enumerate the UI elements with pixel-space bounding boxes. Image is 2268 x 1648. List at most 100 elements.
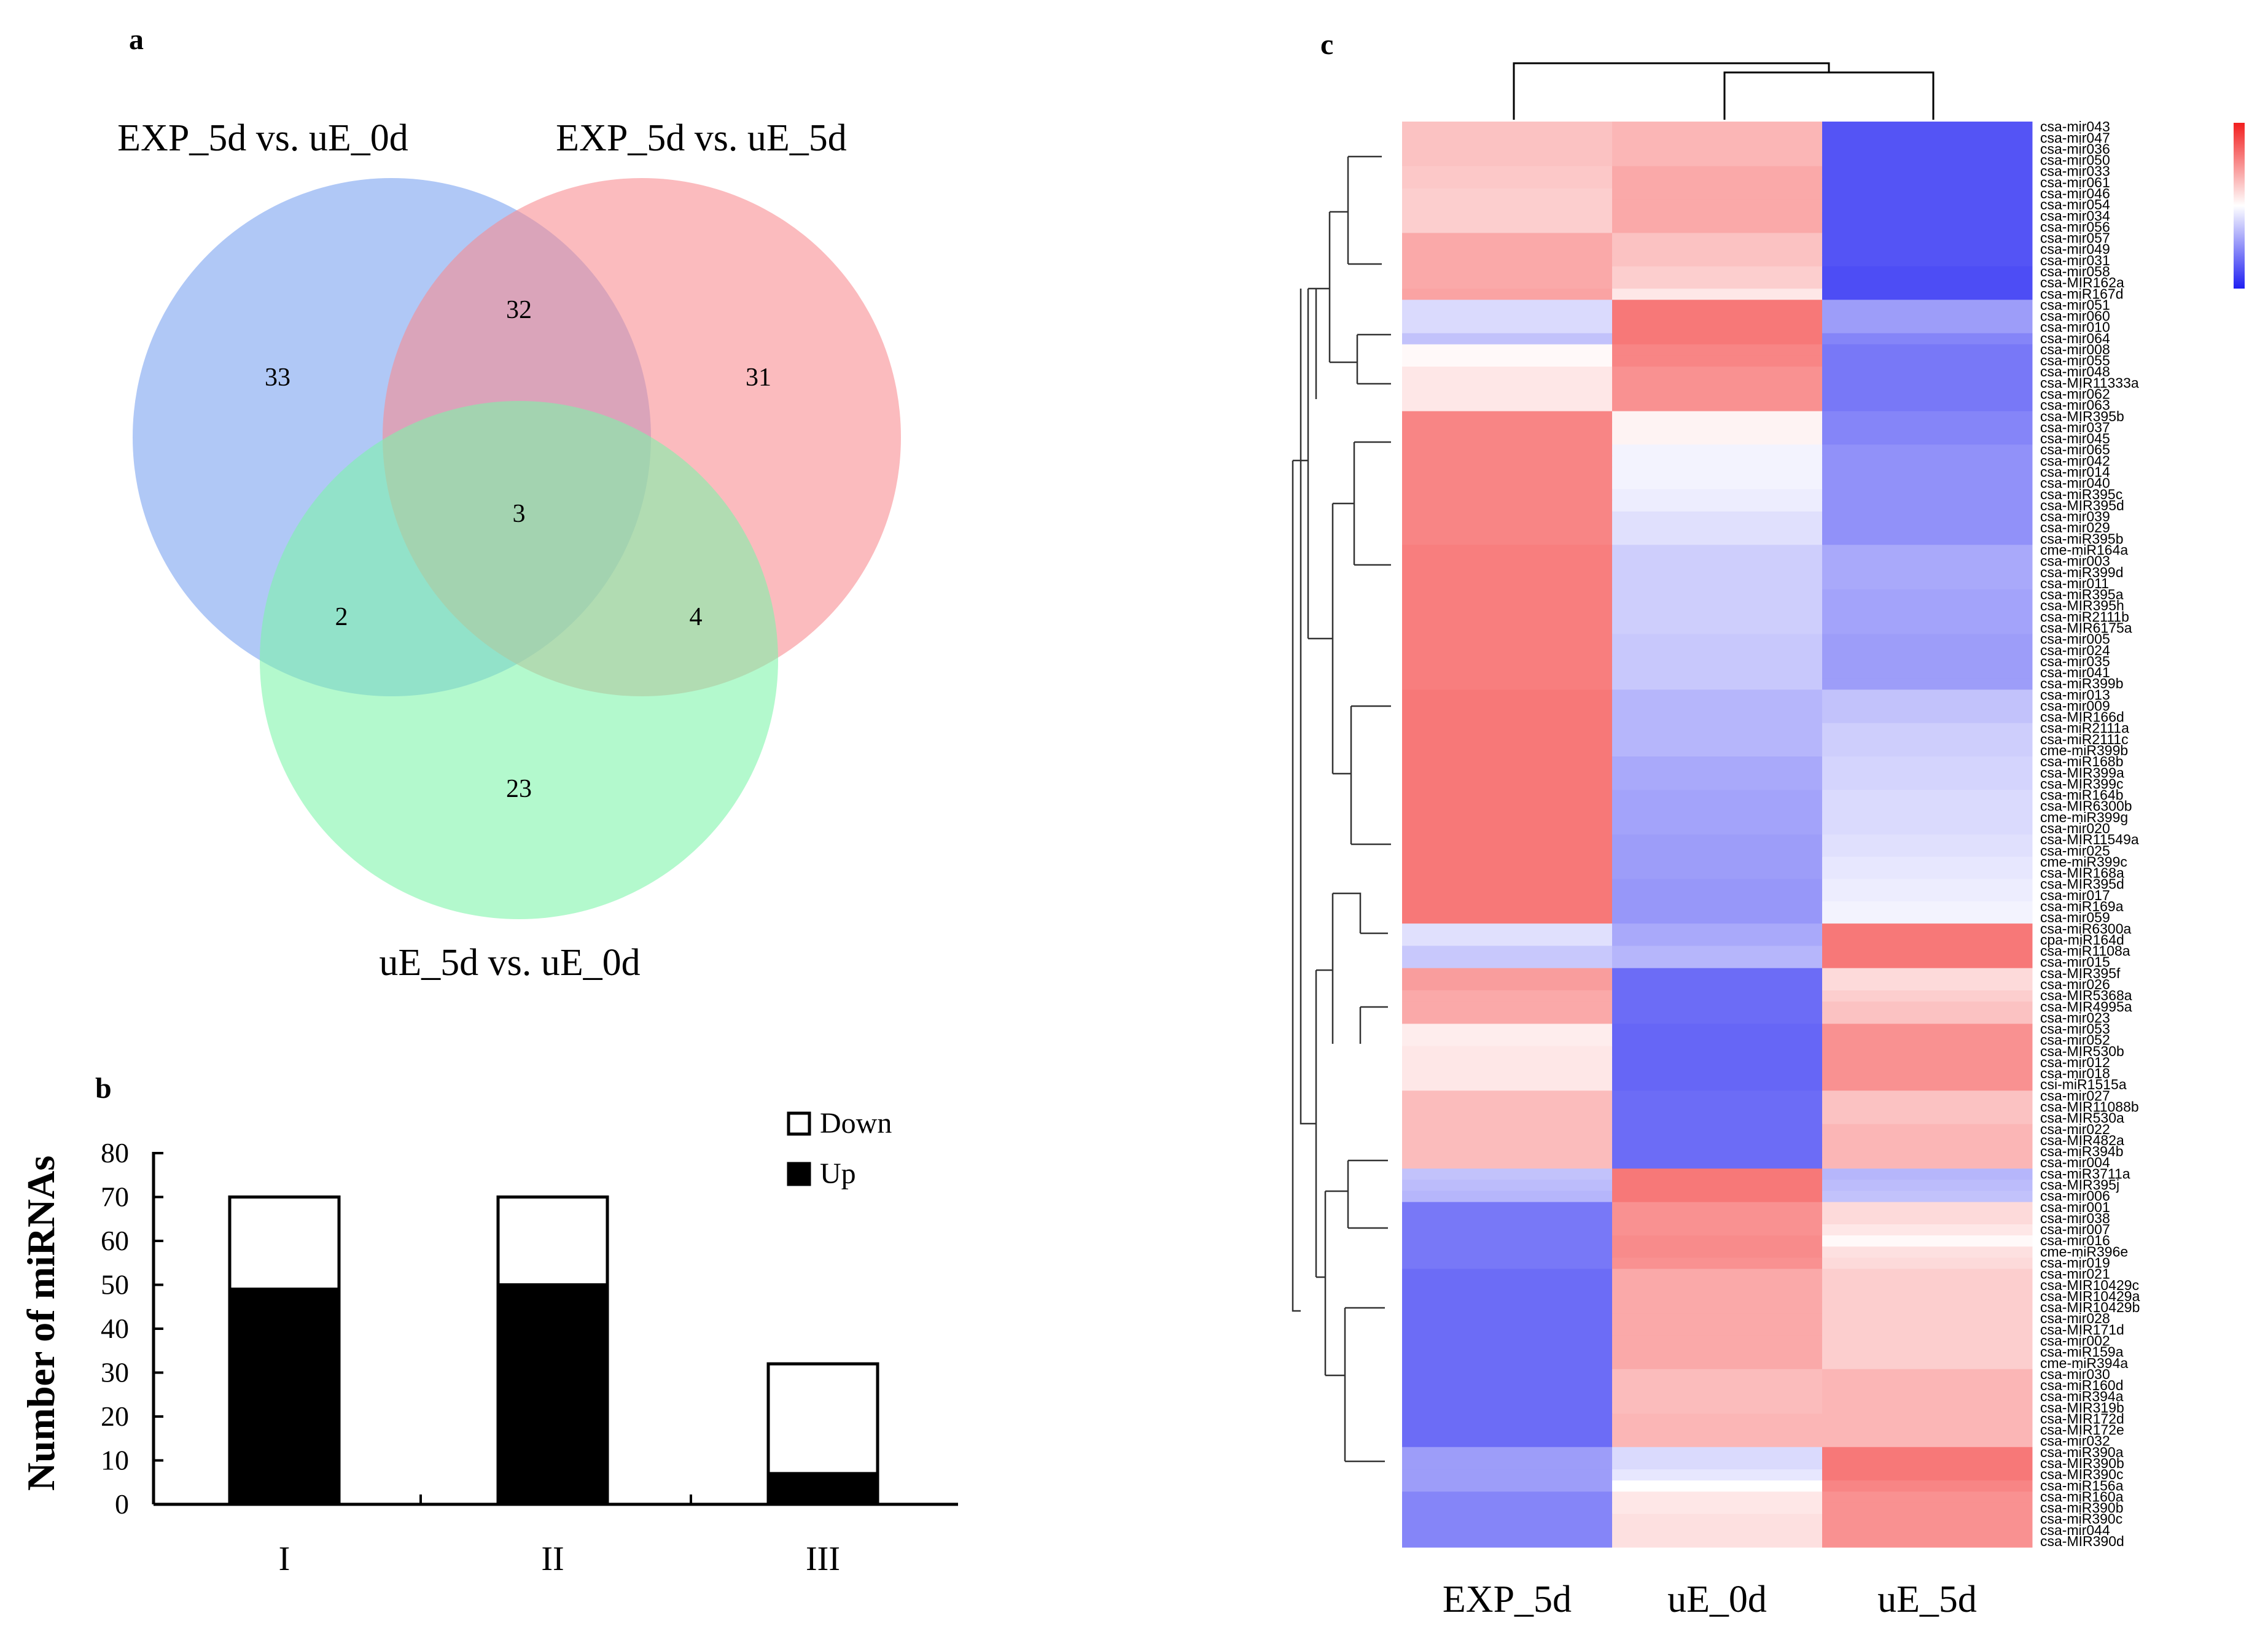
heatmap-cell (1402, 1491, 1613, 1503)
heatmap-cell (1612, 1157, 1823, 1169)
heatmap-cell (1612, 1347, 1823, 1359)
heatmap-cell (1612, 277, 1823, 289)
heatmap-row-label: csa-mir054 (2040, 196, 2110, 212)
heatmap-cell (1822, 1369, 2033, 1381)
heatmap-row-label: csa-mir012 (2040, 1054, 2110, 1070)
heatmap-cell (1822, 322, 2033, 334)
heatmap-cell (1612, 1514, 1823, 1526)
heatmap-cell (1822, 968, 2033, 980)
heatmap-cell (1822, 300, 2033, 311)
heatmap-cell (1612, 678, 1823, 690)
heatmap-cell (1612, 344, 1823, 356)
y-tick-label: 0 (115, 1488, 129, 1520)
heatmap-row-label: csa-miR394a (2040, 1388, 2124, 1404)
heatmap-cell (1402, 1391, 1613, 1403)
heatmap-cell (1612, 122, 1823, 133)
heatmap-cell (1822, 222, 2033, 233)
heatmap-cell (1612, 1024, 1823, 1036)
heatmap-cell (1612, 188, 1823, 200)
heatmap-row-label: csa-mir030 (2040, 1366, 2110, 1382)
heatmap-cell (1822, 912, 2033, 924)
heatmap-cell (1402, 734, 1613, 746)
venn-set-label-a: EXP_5d vs. uE_0d (117, 117, 408, 159)
heatmap-row-label: csa-mir033 (2040, 163, 2110, 179)
heatmap-cell (1822, 1257, 2033, 1269)
heatmap-cell (1822, 756, 2033, 768)
color-key-bar (2234, 123, 2245, 289)
heatmap-cell (1822, 155, 2033, 167)
heatmap-cell (1612, 1502, 1823, 1515)
heatmap-row-label: csa-MIR530a (2040, 1110, 2124, 1126)
heatmap-cell (1402, 456, 1613, 467)
heatmap-row-label: csa-miR160d (2040, 1377, 2124, 1393)
x-axis-tick-labels: I II III (279, 1540, 840, 1578)
heatmap-row-label: csa-mir005 (2040, 631, 2110, 647)
heatmap-cell (1402, 801, 1613, 813)
heatmap-cell (1822, 1168, 2033, 1180)
heatmap-row-label: csa-mir002 (2040, 1332, 2110, 1348)
heatmap-row-label: csa-mir027 (2040, 1087, 2110, 1103)
legend-swatch-up (787, 1162, 811, 1186)
heatmap-row-label: csa-MIR395d (2040, 876, 2124, 892)
heatmap-cell (1612, 1057, 1823, 1069)
heatmap-cell (1402, 1313, 1613, 1325)
heatmap-cell (1612, 667, 1823, 679)
heatmap-row-label: csa-mir065 (2040, 441, 2110, 457)
heatmap-cell (1402, 1135, 1613, 1147)
heatmap-cell (1822, 656, 2033, 668)
heatmap-row-label: csa-miR167d (2040, 286, 2124, 301)
heatmap-cell (1402, 122, 1613, 133)
heatmap-row-label: csa-miR2111c (2040, 731, 2129, 747)
venn-circles (133, 178, 901, 919)
heatmap-cell (1402, 857, 1613, 868)
heatmap-row-label: csa-MIR390c (2040, 1466, 2123, 1482)
row-dendrogram (1292, 155, 1391, 1463)
heatmap-row-label: csa-mir010 (2040, 319, 2110, 335)
heatmap-cell (1612, 1257, 1823, 1269)
heatmap-row-label: cme-miR396e (2040, 1243, 2128, 1259)
heatmap-cell (1822, 1135, 2033, 1147)
heatmap-cell (1822, 1013, 2033, 1024)
heatmap-cell (1612, 411, 1823, 423)
heatmap-row-label: csa-mir014 (2040, 464, 2110, 480)
panel-label-b: b (95, 1072, 112, 1105)
heatmap-cell (1402, 1213, 1613, 1225)
heatmap-cell (1822, 489, 2033, 501)
heatmap-row-label: csa-mir032 (2040, 1433, 2110, 1449)
heatmap-cell (1402, 188, 1613, 200)
heatmap-cell (1822, 400, 2033, 412)
heatmap-cell (1612, 389, 1823, 401)
heatmap-cell (1822, 1079, 2033, 1091)
heatmap-row-label: csa-MIR11549a (2040, 831, 2139, 847)
heatmap-cell (1822, 868, 2033, 880)
heatmap-cell (1822, 1347, 2033, 1359)
heatmap-cell (1402, 779, 1613, 790)
bar-marks (228, 1195, 879, 1506)
heatmap-cell (1402, 634, 1613, 646)
heatmap-cell (1402, 322, 1613, 334)
heatmap-cell (1822, 1291, 2033, 1303)
heatmap-cell (1822, 935, 2033, 946)
heatmap-row-label: csa-mir006 (2040, 1188, 2110, 1204)
heatmap-cell (1612, 1402, 1823, 1414)
heatmap-cell (1402, 578, 1613, 590)
heatmap-cell (1822, 1057, 2033, 1069)
heatmap-cell (1612, 1335, 1823, 1347)
heatmap-cell (1612, 1447, 1823, 1459)
heatmap-cell (1402, 912, 1613, 924)
heatmap-cell (1402, 556, 1613, 568)
heatmap-cell (1822, 1502, 2033, 1515)
heatmap-row-label: csa-mir063 (2040, 397, 2110, 413)
heatmap-cell (1612, 266, 1823, 278)
heatmap-column-labels: EXP_5d uE_0d uE_5d (1443, 1579, 1977, 1620)
heatmap-row-label: csa-mir042 (2040, 453, 2110, 468)
heatmap-cell (1612, 1191, 1823, 1203)
heatmap-cell (1402, 879, 1613, 891)
heatmap-cell (1612, 1291, 1823, 1303)
heatmap-cell (1612, 199, 1823, 211)
heatmap-cell (1822, 122, 2033, 133)
heatmap-cell (1612, 701, 1823, 712)
heatmap-cell (1822, 1180, 2033, 1191)
heatmap-row-label: csa-miR395b (2040, 531, 2124, 546)
heatmap-row-label: csa-MIR530b (2040, 1043, 2124, 1059)
